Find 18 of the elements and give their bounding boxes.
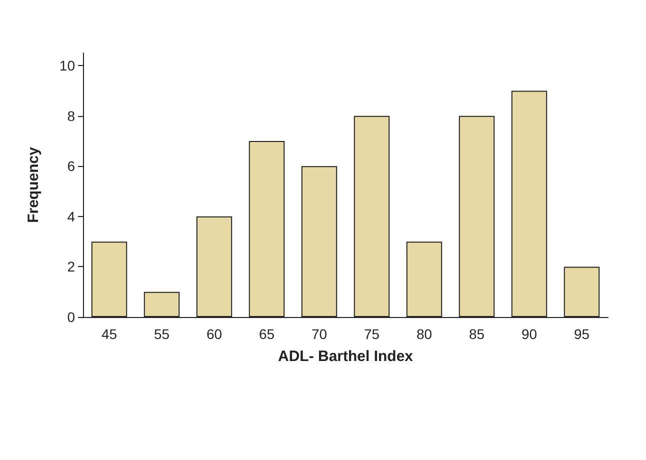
x-axis-title: ADL- Barthel Index [278, 348, 414, 365]
y-tick-label: 8 [67, 108, 76, 124]
x-tick-label: 60 [206, 326, 222, 342]
y-axis-title: Frequency [25, 146, 42, 223]
y-tick-label: 2 [67, 258, 76, 275]
y-tick-label: 0 [67, 309, 76, 325]
y-tick-label: 6 [67, 158, 76, 174]
x-tick-label: 75 [364, 326, 380, 342]
x-tick-label: 85 [468, 326, 485, 342]
x-tick-label: 45 [101, 326, 118, 342]
x-tick-label: 90 [521, 326, 538, 342]
y-tick-label: 4 [67, 208, 76, 224]
x-tick-label: 95 [574, 326, 590, 342]
x-tick-label: 55 [154, 326, 170, 342]
x-tick-label: 80 [416, 326, 432, 342]
y-tick-label: 10 [59, 58, 76, 74]
x-tick-label: 70 [311, 326, 328, 342]
x-tick-label: 65 [258, 326, 275, 342]
